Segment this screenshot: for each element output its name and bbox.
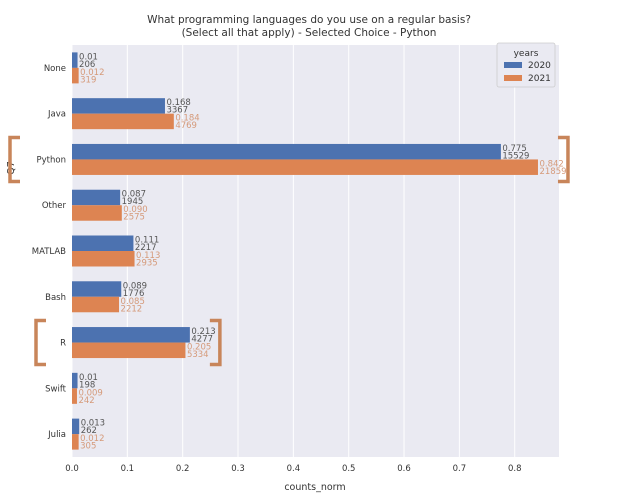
highlight-brackets [8, 135, 570, 367]
bar-2020-bash [72, 281, 122, 297]
count-label: 1945 [122, 197, 144, 207]
highlight-bracket [8, 135, 20, 184]
data-label: 0.842 [539, 159, 563, 169]
chart-title: What programming languages do you use on… [147, 14, 471, 26]
y-tick-label: Swift [45, 384, 67, 394]
data-labels-group: 0.012060.0123190.16833670.18447690.77515… [78, 52, 566, 451]
legend-swatch-2021 [504, 75, 522, 81]
legend-title: years [514, 49, 539, 59]
count-label: 15529 [502, 151, 529, 161]
x-tick-labels: 0.0 0.1 0.2 0.3 0.4 0.5 0.6 0.7 0.8 [65, 464, 521, 474]
legend: years 2020 2021 [496, 42, 556, 88]
count-label: 4277 [191, 335, 213, 345]
legend-swatch-2020 [504, 62, 522, 68]
count-label: 2217 [135, 243, 157, 253]
bar-2020-julia [72, 418, 80, 435]
data-label: 0.184 [175, 114, 199, 124]
data-label: 0.090 [123, 205, 147, 215]
count-label: 206 [79, 60, 95, 70]
bar-2020-none [72, 52, 78, 68]
bars-group [72, 52, 538, 450]
y-tick-label: MATLAB [32, 247, 66, 257]
count-label: 5334 [187, 350, 209, 360]
y-tick-label: Bash [45, 293, 66, 303]
data-label: 0.085 [121, 297, 145, 307]
x-tick-label: 0.4 [287, 464, 301, 474]
highlight-bracket [557, 135, 570, 184]
bar-2021-other [72, 205, 122, 221]
data-label: 0.087 [122, 190, 146, 200]
data-label: 0.111 [135, 236, 159, 246]
highlight-bracket [209, 318, 222, 367]
bar-2021-r [72, 342, 186, 359]
count-label: 242 [78, 396, 94, 406]
bar-2020-python [72, 143, 501, 160]
y-tick-label: None [44, 64, 66, 74]
y-tick-label: Python [37, 155, 66, 165]
count-label: 3367 [166, 106, 188, 116]
data-label: 0.012 [80, 434, 104, 444]
data-label: 0.113 [136, 251, 160, 261]
x-tick-label: 0.1 [121, 464, 135, 474]
bar-2021-python [72, 159, 538, 175]
chart-subtitle: (Select all that apply) - Selected Choic… [182, 27, 437, 39]
data-label: 0.013 [81, 419, 105, 429]
data-label: 0.168 [166, 98, 190, 108]
data-label: 0.089 [123, 281, 147, 291]
y-tick-label: R [60, 339, 66, 349]
data-label: 0.213 [191, 327, 215, 337]
data-label: 0.775 [502, 144, 526, 154]
data-label: 0.205 [187, 343, 211, 353]
x-axis-label: counts_norm [284, 482, 345, 493]
count-label: 2212 [121, 304, 143, 314]
y-tick-label: Julia [47, 430, 66, 440]
bar-2021-matlab [72, 251, 135, 267]
x-tick-label: 0.2 [176, 464, 190, 474]
highlight-bracket [34, 318, 46, 367]
y-tick-label: Other [42, 201, 67, 211]
data-label: 0.009 [78, 388, 102, 398]
count-label: 4769 [175, 121, 197, 131]
count-label: 21859 [539, 167, 566, 177]
bar-2021-none [72, 67, 79, 84]
count-label: 2935 [136, 259, 158, 269]
x-tick-label: 0.7 [453, 464, 467, 474]
count-label: 1776 [123, 289, 145, 299]
count-label: 2575 [123, 213, 145, 223]
legend-label-2021: 2021 [528, 74, 551, 84]
x-tick-label: 0.0 [65, 464, 79, 474]
bar-2020-other [72, 189, 121, 206]
legend-label-2020: 2020 [528, 61, 551, 71]
count-label: 262 [81, 426, 97, 436]
bar-2020-matlab [72, 235, 134, 251]
data-label: 0.012 [80, 68, 104, 78]
x-tick-label: 0.3 [231, 464, 245, 474]
bar-2020-r [72, 327, 190, 343]
count-label: 319 [80, 75, 96, 85]
bar-2021-java [72, 113, 174, 130]
x-tick-label: 0.6 [397, 464, 411, 474]
bar-2021-bash [72, 296, 120, 313]
count-label: 305 [80, 442, 96, 452]
x-tick-label: 0.5 [342, 464, 356, 474]
bar-2020-swift [72, 372, 78, 389]
bar-2020-java [72, 98, 165, 114]
y-tick-labels: None Java Python Other MATLAB Bash R Swift Julia [32, 64, 67, 440]
y-tick-label: Java [47, 110, 66, 120]
data-label: 0.01 [79, 373, 98, 383]
bar-2021-julia [72, 434, 79, 450]
data-label: 0.01 [79, 52, 98, 62]
count-label: 198 [79, 380, 95, 390]
bar-2021-swift [72, 388, 77, 404]
x-tick-label: 0.8 [508, 464, 522, 474]
